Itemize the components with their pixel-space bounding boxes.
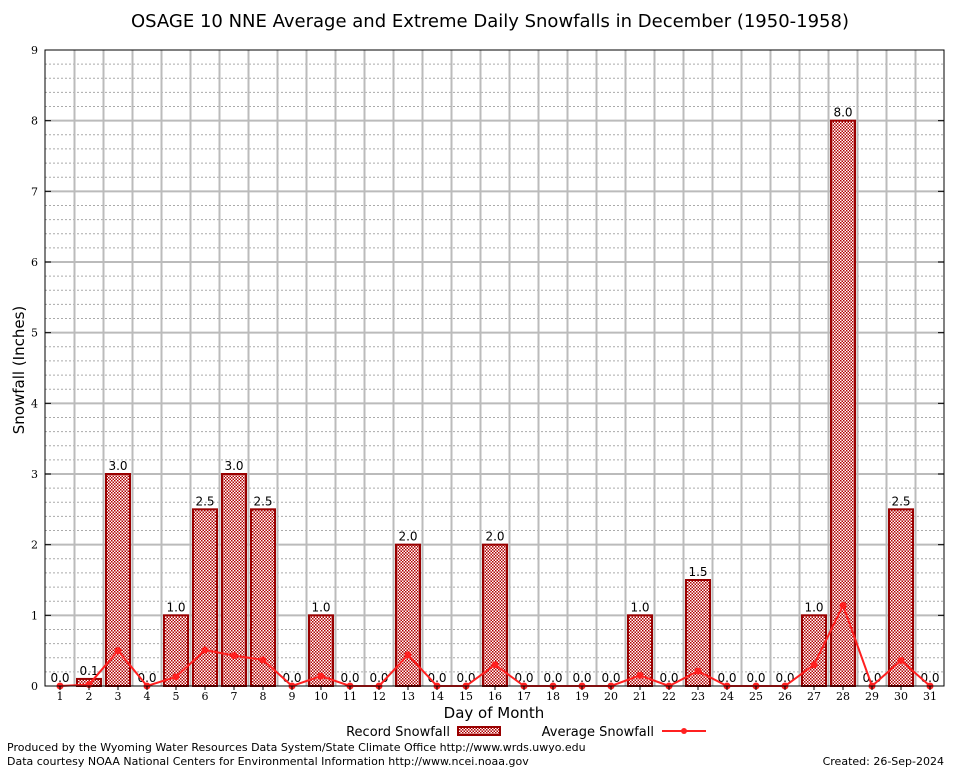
x-tick-label: 15: [459, 690, 473, 703]
average-point: [694, 667, 702, 675]
y-tick-label: 1: [31, 609, 38, 622]
bar-value-label: 3.0: [108, 459, 127, 473]
y-tick-label: 3: [31, 468, 38, 481]
bar-value-label: 1.0: [166, 600, 185, 614]
x-tick-label: 4: [144, 690, 151, 703]
bar-value-label: 2.5: [195, 494, 214, 508]
y-tick-label: 8: [31, 115, 38, 128]
average-point: [172, 673, 180, 681]
x-axis-label: Day of Month: [444, 704, 545, 722]
bar-value-label: 0.0: [50, 671, 69, 685]
average-point: [201, 646, 209, 654]
footer-created: Created: 26-Sep-2024: [822, 755, 944, 768]
x-tick-label: 22: [662, 690, 676, 703]
bar-value-label: 1.0: [804, 600, 823, 614]
legend-average-marker: [681, 728, 687, 734]
average-point: [230, 652, 238, 660]
x-tick-label: 1: [57, 690, 64, 703]
y-tick-label: 2: [31, 539, 38, 552]
average-point: [810, 661, 818, 669]
bar-value-label: 3.0: [224, 459, 243, 473]
average-point: [636, 671, 644, 679]
x-tick-label: 10: [314, 690, 328, 703]
x-tick-label: 31: [923, 690, 937, 703]
x-tick-label: 25: [749, 690, 763, 703]
bar-value-label: 0.0: [659, 671, 678, 685]
legend-record-label: Record Snowfall: [346, 725, 450, 740]
x-tick-label: 2: [86, 690, 93, 703]
bar-value-label: 0.0: [717, 671, 736, 685]
bar-value-label: 0.0: [572, 671, 591, 685]
average-point: [491, 661, 499, 669]
average-point: [839, 601, 847, 609]
record-bar: [308, 614, 334, 687]
average-point: [114, 647, 122, 655]
legend: Record Snowfall Average Snowfall: [346, 725, 706, 740]
x-tick-label: 20: [604, 690, 618, 703]
x-tick-label: 29: [865, 690, 879, 703]
chart-title: OSAGE 10 NNE Average and Extreme Daily S…: [131, 11, 849, 32]
x-tick-label: 17: [517, 690, 531, 703]
bar-value-label: 1.0: [630, 600, 649, 614]
y-tick-label: 0: [31, 680, 38, 693]
x-tick-label: 11: [343, 690, 357, 703]
x-tick-label: 9: [289, 690, 296, 703]
record-bar: [888, 508, 914, 688]
y-tick-label: 4: [31, 397, 38, 410]
x-tick-label: 13: [401, 690, 415, 703]
bar-value-label: 2.5: [253, 494, 272, 508]
y-axis-label: Snowfall (Inches): [10, 306, 28, 434]
x-tick-label: 24: [720, 690, 734, 703]
y-tick-label: 6: [31, 256, 38, 269]
average-point: [404, 651, 412, 659]
average-point: [317, 672, 325, 680]
record-bar: [105, 473, 131, 687]
x-tick-label: 12: [372, 690, 386, 703]
x-tick-label: 18: [546, 690, 560, 703]
bar-value-label: 0.0: [601, 671, 620, 685]
average-point: [897, 657, 905, 665]
bar-value-label: 2.5: [891, 494, 910, 508]
footer-producer: Produced by the Wyoming Water Resources …: [7, 741, 586, 754]
x-tick-label: 30: [894, 690, 908, 703]
y-tick-label: 9: [31, 44, 38, 57]
record-bar: [221, 473, 247, 687]
bar-value-label: 1.5: [688, 565, 707, 579]
record-bar: [830, 119, 856, 687]
x-tick-label: 16: [488, 690, 502, 703]
x-tick-label: 6: [202, 690, 209, 703]
x-tick-label: 19: [575, 690, 589, 703]
bar-value-label: 0.0: [543, 671, 562, 685]
x-tick-label: 26: [778, 690, 792, 703]
x-tick-label: 28: [836, 690, 850, 703]
x-tick-label: 23: [691, 690, 705, 703]
x-tick-label: 8: [260, 690, 267, 703]
y-tick-label: 5: [31, 327, 38, 340]
x-tick-label: 21: [633, 690, 647, 703]
average-point: [259, 656, 267, 664]
legend-average-label: Average Snowfall: [542, 725, 654, 740]
footer-data-source: Data courtesy NOAA National Centers for …: [7, 755, 529, 768]
bar-value-label: 2.0: [485, 530, 504, 544]
x-tick-label: 5: [173, 690, 180, 703]
x-tick-label: 14: [430, 690, 444, 703]
record-bars: 0.0 0.1 3.0 0.0 1.0 2.5 3.0 2.5 0.0 1.0 0.0 0.0 2.0 0…: [50, 106, 940, 688]
bar-value-label: 2.0: [398, 530, 417, 544]
bar-value-label: 8.0: [833, 106, 852, 120]
record-bar: [192, 508, 218, 688]
bar-value-label: 1.0: [311, 600, 330, 614]
x-tick-label: 3: [115, 690, 122, 703]
x-tick-label: 27: [807, 690, 821, 703]
bar-value-label: 0.0: [340, 671, 359, 685]
x-tick-label: 7: [231, 690, 238, 703]
record-bar: [801, 614, 827, 687]
bar-value-label: 0.1: [79, 664, 98, 678]
bar-value-label: 0.0: [746, 671, 765, 685]
legend-record-swatch: [457, 726, 501, 736]
y-tick-label: 7: [31, 185, 38, 198]
